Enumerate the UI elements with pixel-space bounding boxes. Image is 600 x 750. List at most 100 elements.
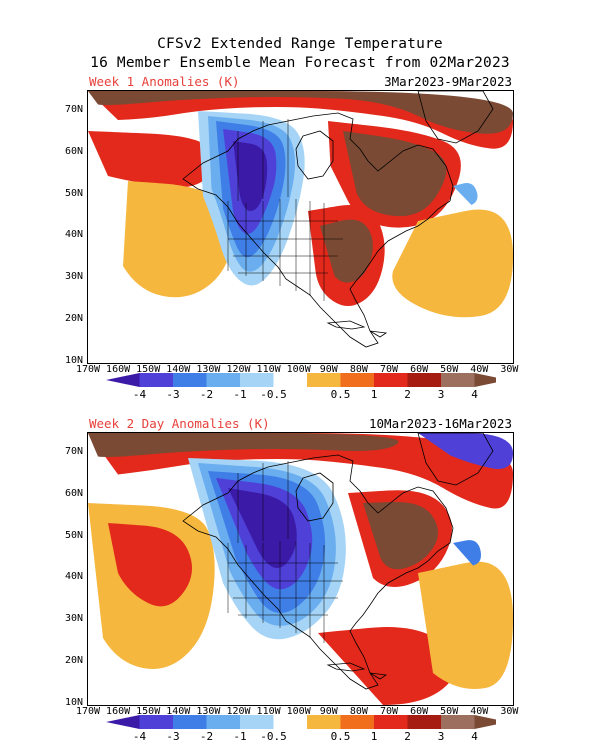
colorbar-segment (407, 715, 441, 729)
colorbar-segment (340, 373, 374, 387)
anomaly-contour (453, 183, 478, 205)
lon-label: 140W (166, 364, 191, 375)
lat-label: 60N (64, 145, 83, 157)
anomaly-contour (88, 131, 215, 188)
lat-label: 50N (64, 529, 83, 541)
colorbar-tick-label: -0.5 (260, 730, 287, 743)
lon-label: 160W (106, 706, 131, 717)
colorbar-tick-label: 1 (370, 730, 378, 743)
lat-label: 50N (64, 187, 83, 199)
colorbar-strip (106, 373, 496, 387)
lon-label: 50W (440, 364, 459, 375)
lon-label: 90W (319, 706, 338, 717)
panel1-label: Week 1 Anomalies (K) (89, 74, 240, 89)
chart-title-line1: CFSv2 Extended Range Temperature (157, 36, 443, 52)
anomaly-contour (363, 501, 438, 570)
lon-label: 80W (349, 706, 368, 717)
anomaly-contour (108, 523, 192, 607)
anomaly-contour (418, 433, 513, 469)
panel2-date-range: 10Mar2023-16Mar2023 (369, 416, 512, 431)
panel2-map (87, 432, 514, 706)
coastline-layer (182, 91, 494, 348)
lon-label: 30W (500, 706, 519, 717)
anomaly-contour (228, 488, 297, 568)
colorbar-tick-label: -1 (233, 388, 247, 401)
colorbar-tick-label: 3 (437, 388, 445, 401)
colorbar-strip (106, 715, 496, 729)
colorbar-segment (307, 715, 341, 729)
anomaly-contour (318, 627, 457, 705)
lon-label: 70W (379, 706, 399, 717)
colorbar-segment (273, 715, 307, 729)
colorbar-tick-label: 3 (437, 730, 445, 743)
colorbar-segment (173, 715, 207, 729)
colorbar-tick-label: 4 (471, 730, 478, 743)
lon-label: 120W (226, 706, 251, 717)
colorbar-segment (173, 373, 207, 387)
lon-label: 150W (136, 706, 161, 717)
anomaly-contour (453, 540, 481, 566)
anomaly-contour (392, 209, 513, 318)
lon-label: 80W (349, 364, 368, 375)
chart-title-line2: 16 Member Ensemble Mean Forecast from 02… (90, 55, 510, 71)
anomaly-contour (88, 91, 513, 134)
lon-label: 70W (379, 364, 399, 375)
colorbar-tick-label: 2 (404, 388, 411, 401)
coastline-layer (182, 433, 494, 690)
lon-label: 100W (286, 706, 311, 717)
colorbar-arrow-right (474, 715, 496, 729)
lon-label: 150W (136, 364, 161, 375)
lon-label: 60W (410, 706, 429, 717)
anomaly-contour (343, 131, 447, 217)
colorbar-arrow-right (474, 373, 496, 387)
colorbar-tick-label: 2 (404, 730, 411, 743)
colorbar-segment (441, 715, 475, 729)
lon-label: 160W (106, 364, 131, 375)
lat-label: 70N (64, 446, 83, 457)
colorbar-tick-label: -2 (199, 388, 214, 401)
colorbar-segment (374, 373, 408, 387)
colorbar-arrow-left (106, 715, 140, 729)
lon-label: 130W (196, 364, 221, 375)
lon-label: 110W (256, 706, 281, 717)
panel2-label: Week 2 Day Anomalies (K) (89, 416, 270, 431)
colorbar-segment (139, 373, 173, 387)
lat-label: 70N (64, 104, 83, 115)
colorbar-tick-label: 0.5 (330, 388, 351, 401)
lon-label: 30W (500, 364, 519, 375)
lat-label: 20N (64, 655, 83, 666)
colorbar-segment (139, 715, 173, 729)
colorbar-segment (374, 715, 408, 729)
lat-label: 40N (64, 571, 83, 583)
anomaly-contour (418, 561, 513, 689)
colorbar-tick-label: -0.5 (260, 388, 287, 401)
anomaly-contour (88, 433, 399, 457)
colorbar-arrow-left (106, 373, 140, 387)
anomaly-contour (233, 141, 268, 211)
colorbar-tick-label: -1 (233, 730, 247, 743)
lon-label: 60W (410, 364, 429, 375)
colorbar-segment (340, 715, 374, 729)
lon-label: 140W (166, 706, 191, 717)
panel1-anomaly-field (88, 91, 513, 363)
colorbar-tick-label: -4 (132, 730, 147, 743)
colorbar-segment (206, 373, 240, 387)
lat-label: 60N (64, 487, 83, 499)
panel1-date-range: 3Mar2023-9Mar2023 (384, 74, 512, 89)
anomaly-contour (320, 219, 373, 283)
lon-label: 90W (319, 364, 338, 375)
colorbar-segment (407, 373, 441, 387)
colorbar-tick-label: 0.5 (330, 730, 351, 743)
colorbar-tick-label: -4 (132, 388, 147, 401)
colorbar-tick-label: -3 (166, 388, 180, 401)
lon-label: 170W (75, 706, 101, 717)
colorbar-tick-label: -2 (199, 730, 214, 743)
lon-label: 100W (286, 364, 311, 375)
colorbar-segment (441, 373, 475, 387)
colorbar-tick-label: 4 (471, 388, 478, 401)
lat-label: 30N (64, 271, 83, 283)
colorbar-segment (273, 373, 307, 387)
colorbar-segment (240, 715, 274, 729)
lon-label: 50W (440, 706, 459, 717)
lon-label: 130W (196, 706, 221, 717)
